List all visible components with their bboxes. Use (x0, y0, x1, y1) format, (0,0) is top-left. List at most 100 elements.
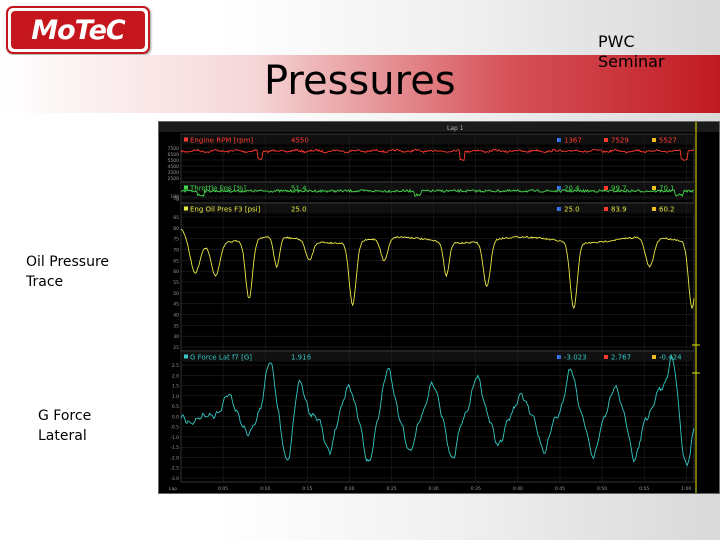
x-tick-label: 0:45 (555, 486, 565, 492)
y-tick-label: 80 (173, 226, 179, 232)
x-tick-label: 0:25 (386, 486, 396, 492)
g-force-trace (180, 353, 695, 467)
x-tick-label: 0:30 (429, 486, 439, 492)
graph-panel (180, 202, 695, 352)
oil-callout-line1: Oil Pressure (26, 254, 110, 270)
telemetry-screenshot: Lap 1 7500 6500 5500 4500 3500 2500 Engine RPM … (158, 121, 720, 494)
motec-logo: MoTeC (6, 6, 150, 54)
y-tick-label: 65 (173, 258, 179, 264)
y-tick-label: 2.0 (172, 373, 179, 379)
channel-stat-avg: 60.2 (659, 206, 675, 214)
slide-title: Pressures (264, 58, 456, 104)
y-tick-label: 4500 (168, 164, 180, 170)
corner-label-line2: Seminar (598, 52, 665, 71)
panel-header (181, 203, 694, 214)
y-tick-label: 7500 (168, 146, 180, 152)
y-tick-label: 0.0 (172, 414, 179, 420)
y-tick-label: 55 (173, 280, 179, 286)
x-tick-label: 0:10 (260, 486, 270, 492)
y-tick-label: 35 (173, 323, 179, 329)
y-tick-label: -3.0 (170, 476, 179, 482)
x-tick-label: 0:05 (218, 486, 228, 492)
y-tick-label: 50 (173, 196, 179, 202)
stat-marker-avg (652, 207, 656, 211)
stat-marker-max (604, 207, 608, 211)
x-tick-label: 0:55 (639, 486, 649, 492)
stat-marker-min (557, 207, 561, 211)
y-tick-label: 100 (170, 194, 179, 200)
channel-stat-max: 2.767 (611, 354, 631, 362)
channel-stat-max: 7529 (611, 137, 629, 145)
channel-color-swatch (184, 137, 188, 142)
y-tick-label: 45 (173, 302, 179, 308)
y-tick-label: 40 (173, 313, 179, 319)
throttle-trace (180, 188, 695, 198)
y-tick-label: -1.0 (170, 435, 179, 441)
oil-callout-line2: Trace (26, 274, 64, 290)
y-tick-label: -2.0 (170, 455, 179, 461)
corner-label: PWC Seminar (598, 32, 665, 72)
y-tick-label: 0.5 (172, 404, 179, 410)
y-tick-label: 25 (173, 345, 179, 351)
y-tick-label: -1.5 (170, 445, 179, 451)
g-force-callout: G Force Lateral (38, 406, 91, 446)
oil-pressure-trace (180, 228, 695, 310)
panel-header (181, 182, 694, 193)
y-tick-label: 5500 (168, 158, 180, 164)
stat-marker-avg (652, 186, 656, 190)
rpm-trace (180, 148, 695, 161)
y-tick-label: 0 (176, 197, 179, 203)
channel-name: Eng Oil Pres F3 [psi] (190, 206, 261, 214)
y-tick-label: 1.5 (172, 384, 179, 390)
channel-name: Throttle Pos [%] (189, 185, 246, 193)
y-tick-label: 3500 (168, 170, 180, 176)
y-tick-label: 70 (173, 248, 179, 254)
channel-stat-min: -3.023 (564, 354, 587, 362)
y-tick-label: 6500 (168, 152, 180, 158)
y-tick-label: 30 (173, 334, 179, 340)
panel-header (181, 134, 694, 145)
x-tick-label: 1:00 (681, 486, 691, 492)
y-tick-label: 2.5 (172, 363, 179, 369)
channel-value: 4550 (291, 137, 309, 145)
y-tick-label: -0.5 (170, 425, 179, 431)
channel-value: 51.4 (291, 185, 307, 193)
channel-name: G Force Lat f7 [G] (190, 354, 252, 362)
y-tick-label: 2500 (168, 176, 180, 182)
motec-logo-text: MoTeC (11, 11, 145, 49)
lap-label: Lap 1 (447, 125, 464, 132)
x-tick-label: 0:20 (344, 486, 354, 492)
channel-stat-avg: 70.1 (659, 185, 675, 193)
g-callout-line2: Lateral (38, 428, 87, 444)
channel-color-swatch (184, 185, 188, 190)
title-band (0, 55, 720, 113)
stat-marker-avg (652, 355, 656, 359)
channel-stat-min: 1367 (564, 137, 582, 145)
y-tick-label: 50 (173, 291, 179, 297)
stat-marker-max (604, 186, 608, 190)
oil-pressure-callout: Oil Pressure Trace (26, 252, 109, 292)
stat-marker-min (557, 186, 561, 190)
x-tick-label: 0:35 (471, 486, 481, 492)
channel-stat-avg: 5527 (659, 137, 677, 145)
channel-value: 1.916 (291, 354, 312, 362)
stat-marker-min (557, 138, 561, 142)
y-tick-label: 1.0 (172, 394, 179, 400)
channel-value: 25.0 (291, 206, 307, 214)
stat-marker-avg (652, 138, 656, 142)
channel-color-swatch (184, 354, 188, 359)
y-tick-label: 85 (173, 215, 179, 221)
stat-marker-min (557, 355, 561, 359)
y-tick-label: 75 (173, 237, 179, 243)
panel-header (181, 351, 694, 362)
x-tick-label: 0:40 (513, 486, 523, 492)
corner-label-line1: PWC (598, 32, 635, 51)
lap-header (159, 122, 719, 132)
stat-marker-max (604, 138, 608, 142)
x-tick-label: Lap (169, 486, 177, 492)
x-tick-label: 0:15 (302, 486, 312, 492)
channel-stat-min: 25.0 (564, 206, 580, 214)
channel-stat-max: 99.7 (611, 185, 627, 193)
y-tick-label: -2.5 (170, 466, 179, 472)
